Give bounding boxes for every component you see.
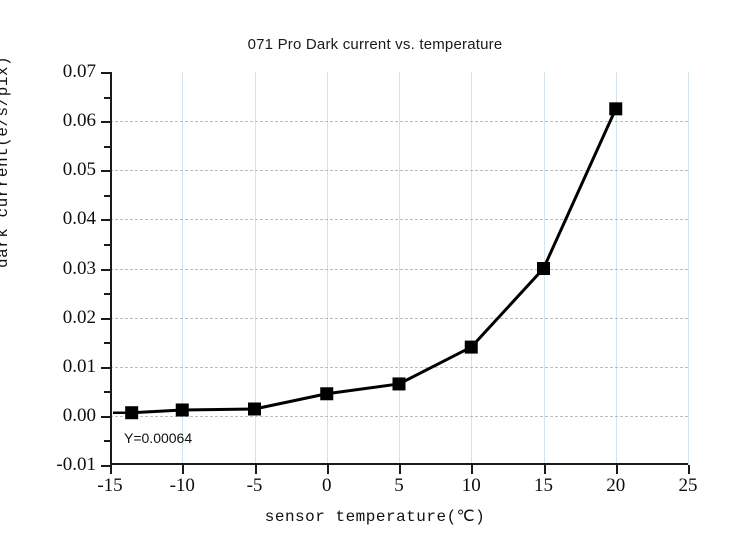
y-tick-0.06 [101,121,110,124]
horizontal-gridline [110,268,688,270]
y-tick-0.04 [101,219,110,222]
data-point-marker [248,402,261,416]
y-tick-0.00 [101,415,110,418]
x-tick--5 [254,465,257,474]
data-series [113,102,623,420]
x-tick-label: -15 [97,475,123,496]
plot-frame [110,72,688,465]
x-tick-label: 5 [394,475,404,496]
x-tick-20 [615,465,618,474]
y-tick-0.07 [101,72,110,74]
y-tick-label: 0.02 [62,306,96,328]
y-tick-minor [104,145,110,148]
plot-area: 0.07 0.06 0.05 0.04 0.03 0.02 0.01 0.00 … [56,61,697,496]
x-tick-label: 15 [534,475,553,496]
y-tick-0.02 [101,317,110,320]
horizontal-gridline [110,219,688,221]
data-point-marker [392,377,406,391]
data-point-marker [609,102,623,116]
first-point-annotation: Y=0.00064 [124,430,193,446]
x-tick-label: -10 [169,475,195,496]
x-tick--15 [110,465,112,474]
y-tick-minor [104,440,110,443]
x-tick-label: -5 [246,475,263,496]
x-tick-10 [471,465,474,474]
y-tick-label: 0.03 [62,257,96,279]
x-tick-label: 20 [606,475,626,496]
x-tick-0 [326,465,329,474]
y-tick-minor [104,194,110,197]
x-axis-title: sensor temperature(℃) [264,508,486,526]
horizontal-gridline [110,415,688,417]
y-tick-0.03 [101,268,110,271]
horizontal-gridline [110,170,688,172]
horizontal-gridline [110,366,688,368]
x-tick-label: 10 [461,475,481,496]
x-tick--10 [182,465,185,474]
x-tick-25 [688,465,690,474]
y-tick-minor [104,243,110,246]
x-tick-15 [543,465,546,474]
arrow-icon [113,408,135,417]
x-tick-label: 0 [322,475,332,496]
vertical-gridline [688,72,689,465]
y-tick-label: 0.05 [62,159,96,181]
y-tick--0.01 [101,465,110,467]
series-markers [125,102,623,420]
y-tick-label: 0.04 [62,208,96,230]
y-tick-minor [104,293,110,295]
y-tick-minor [104,391,110,394]
x-tick-label: 25 [678,475,698,496]
horizontal-gridline [110,121,688,123]
y-axis-title: dark current(e/s/pix) [0,55,12,268]
data-point-marker [537,262,550,275]
y-tick-label: 0.06 [62,110,96,132]
y-tick-0.01 [101,366,110,369]
chart-title: 071 Pro Dark current vs. temperature [247,36,503,53]
data-point-marker [320,387,334,401]
y-tick-label: 0.07 [62,61,96,82]
y-tick-0.05 [101,170,110,173]
x-tick-5 [399,465,401,474]
y-tick-minor [104,96,110,99]
horizontal-gridline [110,317,688,319]
y-tick-label: 0.00 [62,404,96,426]
y-tick-label: 0.01 [62,355,96,377]
series-line [131,108,618,415]
data-point-marker [175,403,189,417]
y-tick-label: -0.01 [56,454,96,475]
y-tick-minor [104,342,110,345]
data-point-marker [464,340,478,354]
